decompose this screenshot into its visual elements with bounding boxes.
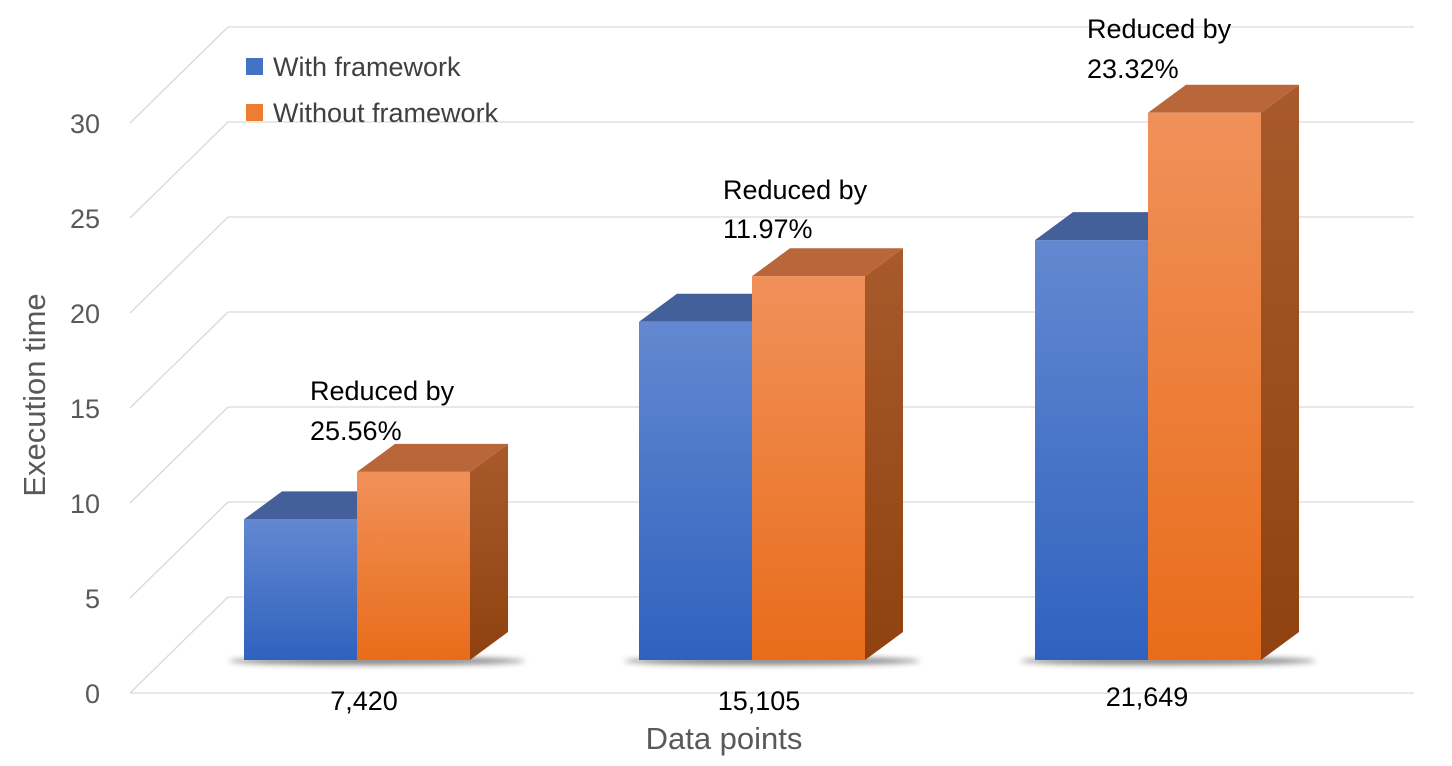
y-axis-title: Execution time [17, 293, 52, 496]
legend-item-without-framework: Without framework [246, 98, 499, 128]
x-axis-ticks: 7,420 15,105 21,649 [330, 682, 1188, 716]
bar-front [752, 276, 865, 660]
legend-item-with-framework: With framework [246, 52, 461, 82]
gridline-depth [129, 596, 229, 694]
gridline-depth [129, 406, 229, 504]
legend-swatch-without-framework [246, 104, 263, 121]
bar-top [357, 443, 508, 472]
annotation-line1: Reduced by [310, 376, 455, 406]
legend-swatch-with-framework [246, 58, 263, 75]
y-tick-label: 25 [70, 204, 100, 234]
bar-front [1035, 240, 1148, 660]
bar-top [752, 248, 903, 277]
annotation-line2: 11.97% [723, 214, 813, 244]
bar-without-framework-1 [752, 248, 903, 660]
annotation-line1: Reduced by [723, 175, 868, 205]
bar-top [1148, 84, 1299, 113]
y-tick-label: 10 [70, 489, 100, 519]
annotation-line2: 23.32% [1087, 54, 1179, 84]
bar-without-framework-0 [357, 443, 508, 660]
gridline-depth [129, 121, 229, 219]
x-tick-label: 21,649 [1106, 682, 1189, 712]
x-tick-label: 7,420 [330, 686, 398, 716]
y-tick-label: 5 [85, 584, 100, 614]
annotation-line1: Reduced by [1087, 14, 1232, 44]
x-axis-title: Data points [646, 721, 803, 756]
bar-front [357, 471, 470, 660]
bars [229, 84, 1316, 665]
legend: With framework Without framework [246, 52, 499, 128]
bar-side [865, 248, 903, 660]
legend-label-without-framework: Without framework [273, 98, 499, 128]
y-tick-label: 30 [70, 109, 100, 139]
legend-label-with-framework: With framework [273, 52, 461, 82]
gridline-depth [129, 26, 229, 124]
bar-front [244, 519, 357, 660]
gridline-depth [129, 501, 229, 599]
y-tick-label: 0 [85, 679, 100, 709]
gridline-depth [129, 311, 229, 409]
annotation-line2: 25.56% [310, 416, 402, 446]
bar-front [1148, 112, 1261, 661]
gridline-depth [129, 216, 229, 314]
y-tick-label: 15 [70, 394, 100, 424]
bar-front [639, 321, 752, 660]
y-axis-ticks: 0 5 10 15 20 25 30 [70, 109, 100, 709]
annotations: Reduced by 25.56% Reduced by 11.97% Reduced … [310, 14, 1232, 446]
bar-without-framework-2 [1148, 84, 1299, 661]
x-tick-label: 15,105 [718, 686, 801, 716]
bar-side [1261, 84, 1299, 661]
bar-side [470, 443, 508, 660]
y-tick-label: 20 [70, 299, 100, 329]
